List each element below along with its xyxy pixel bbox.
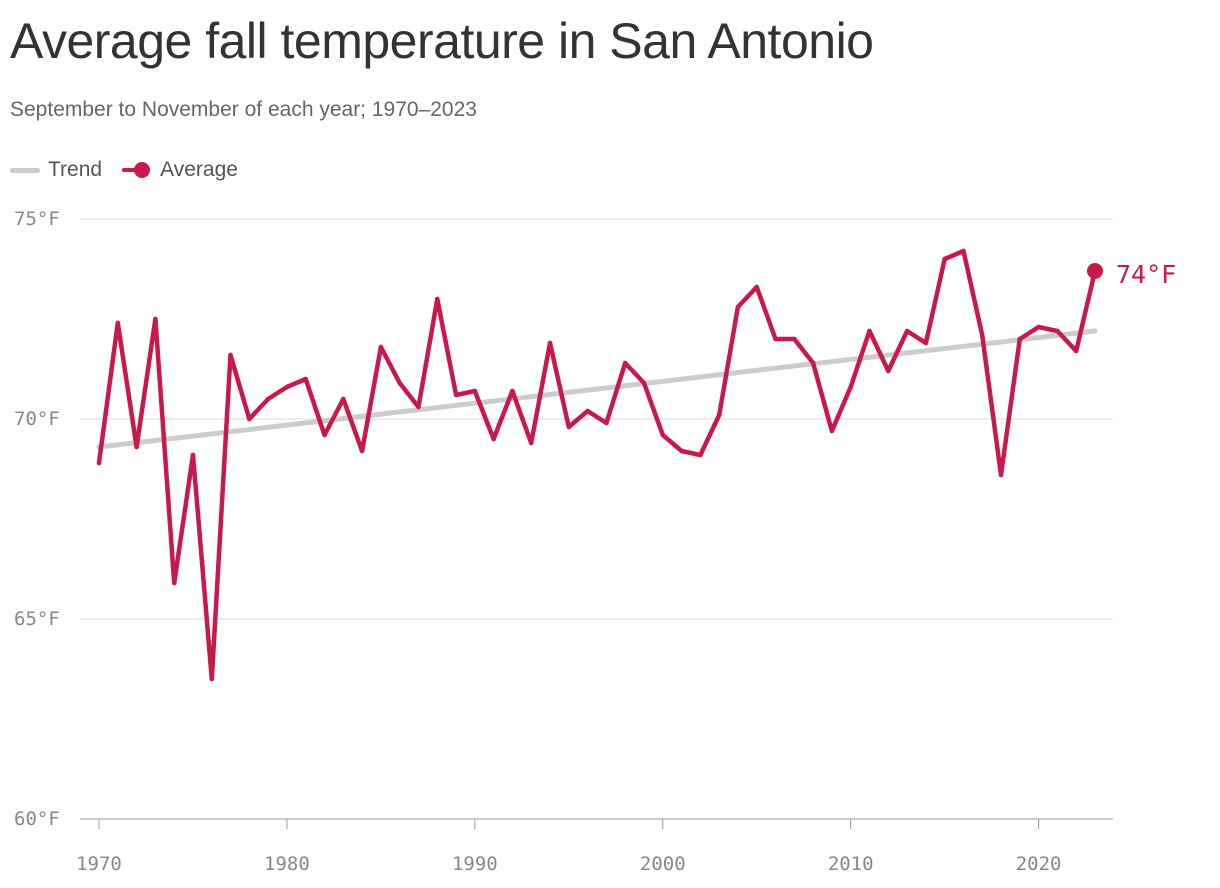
y-tick-label-65: 65°F (14, 608, 60, 630)
data-point-1990 (472, 388, 478, 394)
end-value-label: 74°F (1116, 260, 1176, 289)
chart-subtitle: September to November of each year; 1970… (10, 98, 477, 121)
y-tick-label-75: 75°F (14, 208, 60, 230)
data-point-1985 (378, 344, 384, 350)
legend-average-label: Average (160, 158, 238, 181)
data-point-1975 (190, 452, 196, 458)
grid-lines (80, 218, 1113, 820)
data-point-2013 (904, 328, 910, 334)
x-tick-label-2010: 2010 (828, 853, 874, 875)
data-point-2017 (979, 332, 985, 338)
data-point-2002 (698, 452, 703, 458)
data-point-1998 (622, 360, 628, 366)
data-point-1993 (528, 440, 534, 446)
data-point-1996 (585, 408, 590, 414)
data-point-2020 (1036, 324, 1041, 330)
x-tick-label-1970: 1970 (76, 853, 122, 875)
data-point-1977 (228, 352, 233, 358)
chart-title: Average fall temperature in San Antonio (10, 13, 874, 69)
x-tick-label-1990: 1990 (452, 853, 498, 875)
data-point-2008 (810, 360, 816, 366)
data-point-1973 (153, 316, 158, 322)
legend: Trend Average (10, 156, 258, 184)
data-point-1976 (209, 676, 215, 682)
data-point-1978 (247, 416, 252, 422)
data-point-1999 (641, 380, 647, 386)
data-point-1987 (416, 404, 421, 410)
data-point-2012 (886, 368, 891, 374)
data-point-1988 (435, 296, 440, 302)
data-point-1991 (491, 436, 496, 442)
end-marker: 74°F (1087, 260, 1176, 289)
data-point-1995 (566, 424, 572, 430)
legend-item-average: Average (122, 158, 238, 182)
data-point-1982 (322, 432, 327, 438)
trend-series (96, 328, 1098, 450)
legend-item-trend: Trend (10, 158, 102, 182)
average-line (96, 248, 1098, 682)
data-point-2018 (998, 472, 1004, 478)
data-point-1986 (397, 380, 402, 386)
data-point-2000 (660, 432, 666, 438)
data-point-2010 (848, 384, 853, 390)
legend-trend-label: Trend (48, 158, 103, 181)
data-point-2005 (754, 284, 759, 290)
data-point-1979 (265, 396, 271, 402)
data-point-1981 (303, 376, 308, 382)
x-axis: 1970 1980 1990 2000 2010 2020 (76, 819, 1062, 875)
data-point-1997 (604, 420, 609, 426)
data-point-1972 (134, 444, 139, 450)
data-point-2014 (923, 340, 929, 346)
data-point-2007 (792, 336, 797, 342)
data-point-2022 (1073, 348, 1079, 354)
data-point-2021 (1055, 328, 1060, 334)
data-point-1992 (510, 388, 515, 394)
data-point-2006 (773, 336, 778, 342)
y-tick-label-60: 60°F (14, 808, 60, 830)
average-series (96, 248, 1098, 682)
data-point-2011 (867, 328, 872, 334)
y-tick-label-70: 70°F (14, 408, 60, 430)
legend-average-swatch (122, 162, 152, 178)
trend-line (96, 328, 1098, 450)
x-tick-label-2020: 2020 (1016, 853, 1062, 875)
data-point-2016 (961, 248, 966, 254)
y-axis-ticks: 60°F 65°F 70°F 75°F (14, 208, 60, 830)
data-point-1974 (171, 580, 177, 586)
data-point-1970 (96, 460, 102, 466)
data-point-1984 (359, 448, 365, 454)
average-points (96, 248, 1098, 682)
data-point-2009 (829, 428, 835, 434)
data-point-1983 (341, 396, 346, 402)
data-point-1989 (453, 392, 459, 398)
data-point-2001 (679, 448, 684, 454)
data-point-2015 (942, 256, 947, 262)
data-point-2004 (735, 304, 741, 310)
end-dot (1087, 263, 1103, 279)
data-point-2019 (1017, 336, 1023, 342)
data-point-1971 (115, 320, 121, 326)
data-point-2003 (716, 412, 722, 418)
data-point-1994 (547, 340, 553, 346)
legend-trend-swatch (10, 167, 40, 173)
x-tick-label-2000: 2000 (640, 853, 686, 875)
x-tick-label-1980: 1980 (264, 853, 310, 875)
data-point-1980 (284, 384, 290, 390)
